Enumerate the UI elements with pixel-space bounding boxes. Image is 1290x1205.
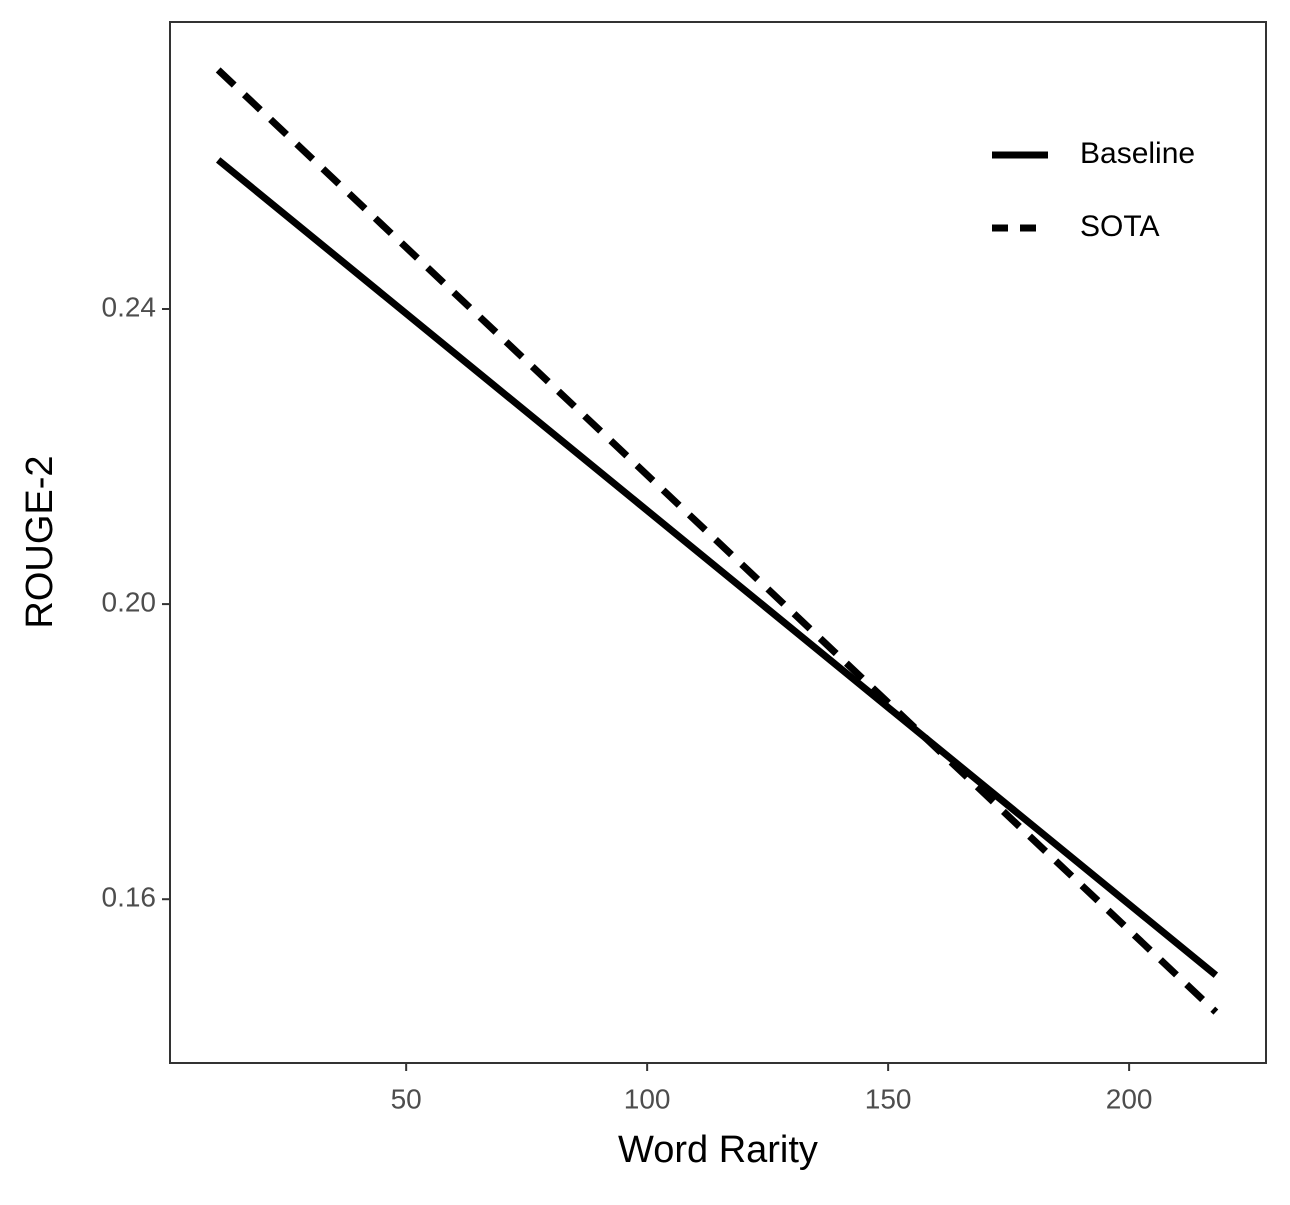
x-tick-label: 200 [1106, 1083, 1153, 1114]
x-axis-title: Word Rarity [618, 1129, 818, 1171]
series-line [215, 67, 1219, 1015]
x-tick-label: 150 [865, 1083, 912, 1114]
legend-label: SOTA [1080, 210, 1159, 243]
x-tick-label: 100 [624, 1083, 671, 1114]
y-axis-title: ROUGE-2 [19, 455, 61, 628]
y-tick-label: 0.20 [102, 586, 157, 617]
x-tick-label: 50 [391, 1083, 422, 1114]
legend-label: Baseline [1080, 137, 1195, 170]
series-line [215, 157, 1219, 978]
y-tick-label: 0.16 [102, 882, 157, 913]
y-tick-label: 0.24 [102, 291, 157, 322]
